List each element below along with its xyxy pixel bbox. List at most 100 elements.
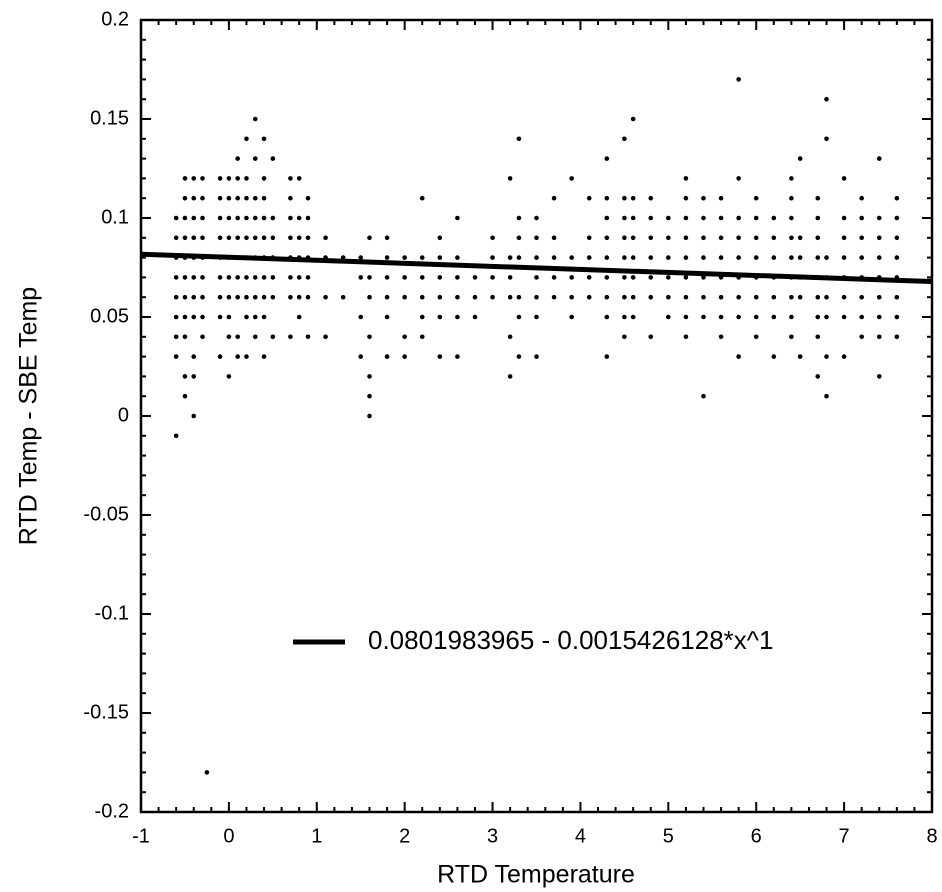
point bbox=[876, 294, 882, 300]
point bbox=[516, 294, 522, 300]
point bbox=[261, 176, 267, 181]
point bbox=[841, 314, 847, 320]
point bbox=[402, 334, 407, 340]
point bbox=[736, 294, 741, 300]
point bbox=[551, 255, 557, 260]
point bbox=[173, 215, 179, 221]
point bbox=[894, 314, 900, 320]
point bbox=[235, 156, 240, 161]
point bbox=[367, 334, 372, 340]
point bbox=[683, 215, 689, 221]
point bbox=[630, 215, 636, 221]
point bbox=[367, 294, 372, 300]
point bbox=[701, 215, 706, 221]
point bbox=[191, 275, 197, 280]
point bbox=[516, 314, 522, 320]
point bbox=[384, 314, 390, 320]
point bbox=[771, 255, 777, 260]
point bbox=[797, 156, 803, 161]
point bbox=[569, 176, 574, 181]
point bbox=[604, 255, 610, 260]
point bbox=[200, 195, 205, 201]
point bbox=[182, 195, 188, 201]
y-axis-title: RTD Temp - SBE Temp bbox=[15, 287, 43, 545]
y-tick-label: 0.05 bbox=[90, 305, 129, 327]
point bbox=[384, 255, 390, 260]
point bbox=[797, 255, 803, 260]
point bbox=[718, 215, 724, 221]
point bbox=[490, 275, 495, 280]
point bbox=[622, 275, 627, 280]
point bbox=[384, 354, 390, 359]
point bbox=[622, 314, 627, 320]
point bbox=[622, 215, 627, 221]
point bbox=[261, 275, 267, 280]
point bbox=[622, 255, 627, 260]
point bbox=[604, 195, 610, 201]
point bbox=[305, 334, 311, 340]
point bbox=[226, 374, 232, 379]
y-tick-label: 0.2 bbox=[101, 8, 129, 30]
point bbox=[824, 255, 829, 260]
point bbox=[270, 235, 276, 241]
point bbox=[753, 294, 759, 300]
point bbox=[701, 314, 706, 320]
point bbox=[586, 195, 592, 201]
point bbox=[244, 195, 249, 201]
point bbox=[894, 294, 900, 300]
point bbox=[455, 354, 460, 359]
point bbox=[191, 314, 197, 320]
point bbox=[534, 255, 539, 260]
point bbox=[683, 275, 689, 280]
point bbox=[244, 354, 249, 359]
point bbox=[437, 294, 443, 300]
point bbox=[367, 413, 372, 419]
point bbox=[859, 334, 864, 340]
x-tick-label: 4 bbox=[575, 825, 586, 847]
point bbox=[244, 294, 249, 300]
point bbox=[296, 235, 302, 241]
point bbox=[244, 176, 249, 181]
point bbox=[683, 314, 689, 320]
point bbox=[683, 334, 689, 340]
point bbox=[226, 314, 232, 320]
point bbox=[753, 195, 759, 201]
point bbox=[551, 294, 557, 300]
point bbox=[490, 235, 495, 241]
point bbox=[270, 294, 276, 300]
point bbox=[261, 215, 267, 221]
point bbox=[235, 235, 240, 241]
point bbox=[648, 334, 654, 340]
point bbox=[507, 374, 513, 379]
point bbox=[824, 96, 829, 102]
point bbox=[252, 235, 258, 241]
point bbox=[252, 215, 258, 221]
y-tick-label: -0.1 bbox=[95, 602, 129, 624]
point bbox=[182, 215, 188, 221]
point bbox=[226, 176, 232, 181]
point bbox=[244, 215, 249, 221]
point bbox=[666, 314, 671, 320]
point bbox=[217, 176, 223, 181]
point bbox=[815, 215, 821, 221]
point bbox=[235, 215, 240, 221]
point bbox=[305, 275, 311, 280]
point bbox=[534, 275, 539, 280]
point bbox=[789, 215, 794, 221]
point bbox=[894, 235, 900, 241]
point bbox=[235, 354, 240, 359]
point bbox=[622, 334, 627, 340]
point bbox=[296, 215, 302, 221]
point bbox=[789, 294, 794, 300]
point bbox=[419, 255, 425, 260]
point bbox=[771, 314, 777, 320]
point bbox=[204, 770, 210, 775]
point bbox=[859, 294, 864, 300]
point bbox=[384, 275, 390, 280]
point bbox=[261, 314, 267, 320]
point bbox=[323, 235, 328, 241]
point bbox=[736, 255, 741, 260]
point bbox=[200, 235, 205, 241]
point bbox=[771, 215, 777, 221]
